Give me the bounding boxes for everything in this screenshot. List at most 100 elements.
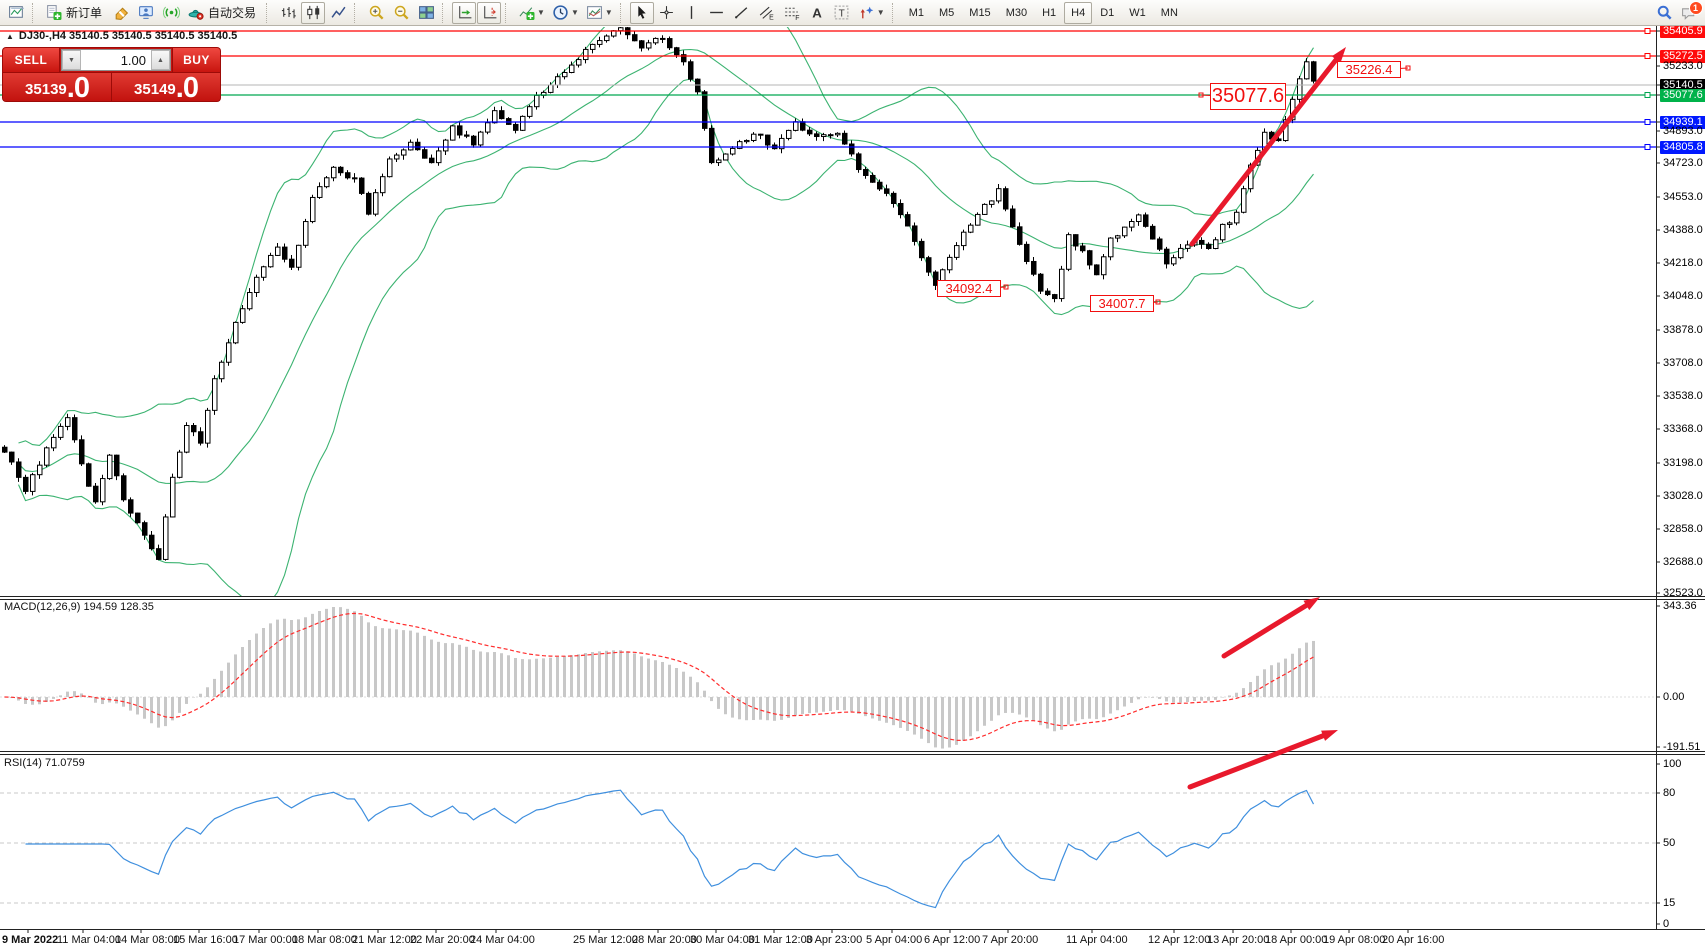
- trend-arrow[interactable]: [1187, 733, 1326, 790]
- text-tool-button[interactable]: A: [805, 2, 829, 24]
- price-axis-label: 33198.0: [1663, 456, 1703, 469]
- chart-title: ▲ DJ30-,H4 35140.5 35140.5 35140.5 35140…: [6, 30, 237, 42]
- toolbar-separator: [354, 2, 360, 23]
- price-axis-label: 35405.9: [1660, 24, 1705, 38]
- callout-34092[interactable]: 34092.4: [937, 280, 1001, 297]
- crosshair-tool-button[interactable]: [655, 2, 679, 24]
- fibonacci-tool-button[interactable]: F: [780, 2, 804, 24]
- price-axis-label: 32523.0: [1663, 586, 1703, 599]
- indicator-axis-label: -191.51: [1663, 740, 1701, 753]
- callout-35077[interactable]: 35077.6: [1210, 83, 1286, 110]
- time-axis-label: 7 Apr 20:00: [982, 934, 1039, 946]
- hline-tool-button[interactable]: [705, 2, 729, 24]
- dropdown-arrow-icon[interactable]: ▼: [604, 8, 613, 17]
- arrows-tool-button[interactable]: ▼: [855, 2, 888, 24]
- time-axis-label: 30 Mar 04:00: [690, 934, 755, 946]
- dropdown-arrow-icon[interactable]: ▼: [570, 8, 579, 17]
- timeframe-m5[interactable]: M5: [939, 6, 955, 19]
- macd-pane: [0, 606, 1656, 749]
- chart-plot-area[interactable]: [0, 27, 1656, 929]
- bid-price[interactable]: 35139.0: [3, 73, 112, 101]
- trend-arrow[interactable]: [1189, 57, 1339, 247]
- eraser-button[interactable]: [109, 2, 133, 24]
- timeframe-mn[interactable]: MN: [1160, 6, 1178, 19]
- price-axis-label: 34939.1: [1660, 115, 1705, 129]
- cursor-icon: [633, 4, 650, 21]
- zoom-out-button[interactable]: [389, 2, 413, 24]
- toolbar-separator: [891, 2, 898, 23]
- candle-chart-button[interactable]: [301, 1, 326, 24]
- profile-button[interactable]: [134, 2, 158, 24]
- timeframe-m30[interactable]: M30: [1005, 6, 1028, 19]
- timeframe-m1[interactable]: M1: [908, 6, 924, 19]
- one-click-trade-panel: SELL ▼ ▲ BUY 35139.0 35149.0: [3, 48, 220, 101]
- zoom-in-button[interactable]: [364, 2, 388, 24]
- indicators-button[interactable]: ▼: [515, 2, 548, 24]
- callout-35226[interactable]: 35226.4: [1337, 61, 1401, 78]
- trade-panel-row1: SELL ▼ ▲ BUY: [3, 48, 220, 72]
- templates-button[interactable]: ▼: [583, 2, 616, 24]
- volume-increase-button[interactable]: ▲: [151, 50, 170, 70]
- new-chart-button[interactable]: [4, 2, 28, 24]
- price-axis-label: 34388.0: [1663, 223, 1703, 236]
- trend-arrow[interactable]: [1221, 602, 1309, 659]
- svg-text:F: F: [796, 15, 800, 21]
- new-order-button[interactable]: 新订单: [42, 2, 108, 24]
- tile-windows-button[interactable]: [414, 2, 438, 24]
- callout-34007[interactable]: 34007.7: [1090, 295, 1154, 312]
- zoom-out-icon: [393, 4, 410, 21]
- time-axis-label: 9 Mar 2022: [2, 934, 59, 946]
- indicator-axis-label: 15: [1663, 896, 1676, 909]
- buy-button[interactable]: BUY: [172, 48, 220, 72]
- new-order-icon: [45, 4, 62, 21]
- chart-title-text: DJ30-,H4 35140.5 35140.5 35140.5 35140.5: [18, 30, 238, 42]
- svg-text:E: E: [769, 14, 774, 21]
- indicator-axis-label: 0.00: [1663, 690, 1685, 703]
- price-axis-label: 33028.0: [1663, 489, 1703, 502]
- crosshair-icon: [658, 4, 675, 21]
- indicator-axis-label: 50: [1663, 836, 1676, 849]
- time-axis-label: 28 Mar 20:00: [632, 934, 697, 946]
- volume-decrease-button[interactable]: ▼: [62, 50, 81, 70]
- chart-shift-button[interactable]: [477, 1, 502, 24]
- volume-input[interactable]: [81, 50, 151, 70]
- line-chart-button[interactable]: [326, 2, 350, 24]
- sell-button[interactable]: SELL: [3, 48, 60, 72]
- dropdown-arrow-icon[interactable]: ▼: [537, 8, 545, 17]
- periods-button[interactable]: ▼: [549, 2, 582, 24]
- label-tool-button[interactable]: T: [830, 2, 854, 24]
- collapse-triangle-icon[interactable]: ▲: [6, 31, 14, 41]
- dropdown-arrow-icon[interactable]: ▼: [876, 8, 885, 17]
- cursor-tool-button[interactable]: [629, 1, 654, 24]
- timeframe-w1[interactable]: W1: [1129, 6, 1146, 19]
- channel-tool-button[interactable]: E: [755, 2, 779, 24]
- price-axis-label: 33368.0: [1663, 422, 1703, 435]
- signal-button[interactable]: [159, 2, 183, 24]
- volume-stepper: ▼ ▲: [61, 49, 171, 71]
- timeframe-h4[interactable]: H4: [1064, 1, 1093, 24]
- price-axis-label: 35272.5: [1660, 49, 1705, 63]
- linechart-icon: [330, 4, 347, 21]
- ask-main: 35149: [134, 81, 176, 98]
- timeframe-h1[interactable]: H1: [1042, 6, 1057, 19]
- time-axis-label: 13 Apr 20:00: [1207, 934, 1270, 946]
- price-axis-label: 35140.5: [1660, 78, 1705, 92]
- trendline-tool-button[interactable]: [730, 2, 754, 24]
- price-axis-label: 34218.0: [1663, 256, 1703, 269]
- vline-tool-button[interactable]: [680, 2, 704, 24]
- chat-button[interactable]: 1: [1677, 1, 1703, 24]
- ask-price[interactable]: 35149.0: [112, 73, 220, 101]
- svg-text:T: T: [839, 9, 845, 20]
- bar-chart-button[interactable]: [276, 2, 300, 24]
- autotrade-button[interactable]: 自动交易: [184, 2, 262, 24]
- timeframe-m15[interactable]: M15: [969, 6, 991, 19]
- fibo-icon: F: [783, 4, 800, 21]
- timeframe-d1[interactable]: D1: [1100, 6, 1115, 19]
- rsi-pane: [0, 789, 1656, 909]
- auto-scroll-button[interactable]: [452, 1, 477, 24]
- search-button[interactable]: [1652, 2, 1676, 24]
- main-toolbar: 新订单 自动交易 ▼ ▼ ▼ E F A T ▼ M1 M5 M15 M30 H1 H4 D1 W1 MN 1: [0, 0, 1705, 26]
- zoom-in-icon: [368, 4, 385, 21]
